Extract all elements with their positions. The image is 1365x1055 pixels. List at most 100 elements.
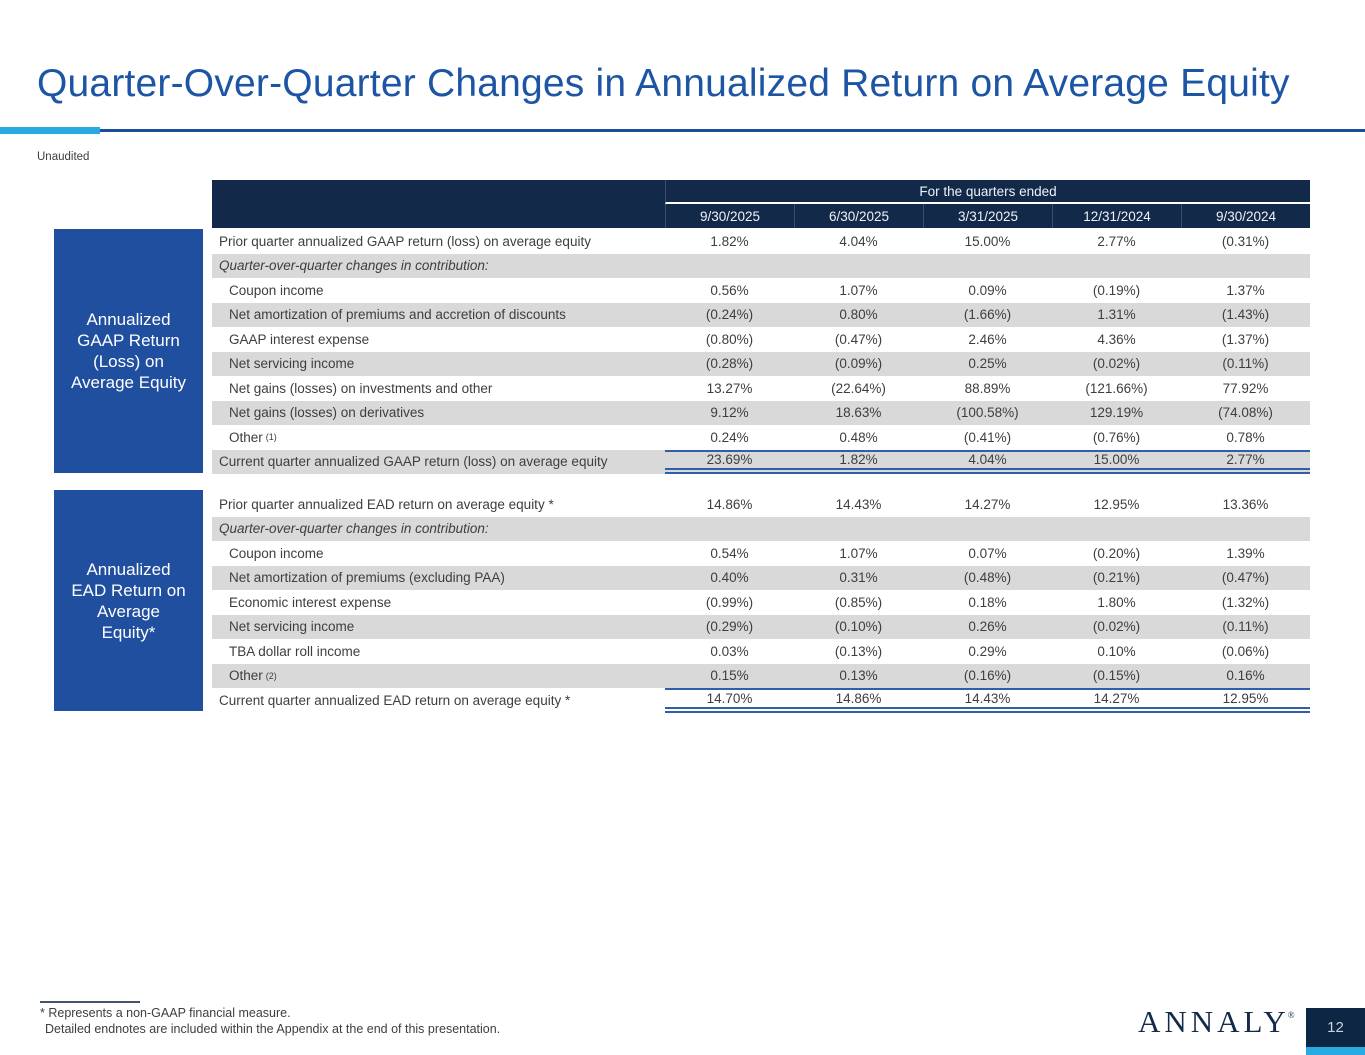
row-value: (0.09%) [834, 356, 883, 372]
row-value: 0.07% [968, 545, 1007, 561]
row-value: 23.69% [665, 449, 794, 474]
row-value: 0.25% [968, 356, 1007, 372]
row-value: 0.78% [1226, 429, 1265, 445]
row-value: (0.10%) [834, 619, 883, 635]
row-value: 14.43% [923, 688, 1052, 713]
sidebox-label-line: Average [96, 601, 160, 621]
table-row: Coupon income 0.54% 1.07% 0.07% (0.20%) 1.39% [212, 541, 1310, 566]
row-label: Prior quarter annualized EAD return on a… [219, 496, 554, 512]
row-value: 0.24% [710, 429, 749, 445]
row-value: 14.27% [964, 496, 1011, 512]
table-row: Economic interest expense (0.99%) (0.85%) 0… [212, 590, 1310, 615]
row-value [794, 517, 923, 542]
row-value: 0.31% [839, 570, 878, 586]
date-column-header: 6/30/2025 [794, 204, 923, 228]
table-row: Net gains (losses) on derivatives 9.12% 18… [212, 400, 1310, 425]
row-value: (0.48%) [963, 570, 1012, 586]
date-column-header: 12/31/2024 [1052, 204, 1181, 228]
row-value [1181, 254, 1310, 279]
header-spacer [212, 180, 665, 204]
row-value: (0.21%) [1092, 570, 1141, 586]
table-row: Net servicing income (0.28%) (0.09%) 0.25% (… [212, 351, 1310, 376]
ead-return-table: Prior quarter annualized EAD return on a… [212, 491, 1310, 713]
row-value: 0.54% [710, 545, 749, 561]
row-value: 2.77% [1097, 233, 1136, 249]
table-header-date-row: 9/30/2025 6/30/2025 3/31/2025 12/31/2024 9/3… [212, 204, 1310, 228]
row-value: 0.10% [1097, 643, 1136, 659]
table-row: TBA dollar roll income 0.03% (0.13%) 0.29% 0… [212, 639, 1310, 664]
row-value: 0.16% [1226, 668, 1265, 684]
row-value: (1.66%) [963, 307, 1012, 323]
row-value: 14.86% [794, 688, 923, 713]
row-value: (0.31%) [1221, 233, 1270, 249]
table-row: Prior quarter annualized GAAP return (lo… [212, 229, 1310, 254]
row-value: 12.95% [1181, 688, 1310, 713]
table-row: Quarter-over-quarter changes in contribu… [212, 253, 1310, 279]
date-column-header: 9/30/2025 [665, 204, 794, 228]
row-value: 0.29% [968, 643, 1007, 659]
row-value: 4.36% [1097, 331, 1136, 347]
table-row: Quarter-over-quarter changes in contribu… [212, 516, 1310, 542]
row-value: (0.80%) [705, 331, 754, 347]
row-value [794, 254, 923, 279]
row-value: (0.16%) [963, 668, 1012, 684]
row-value: 1.37% [1226, 282, 1265, 298]
row-value: 0.09% [968, 282, 1007, 298]
row-value [665, 254, 794, 279]
row-value: 4.04% [923, 449, 1052, 474]
row-value: (1.43%) [1221, 307, 1270, 323]
row-value: 2.46% [968, 331, 1007, 347]
table-header: For the quarters ended 9/30/2025 6/30/202… [212, 180, 1310, 228]
table-row: Prior quarter annualized EAD return on a… [212, 492, 1310, 517]
row-value: 13.27% [706, 380, 753, 396]
row-label: Prior quarter annualized GAAP return (lo… [219, 233, 591, 249]
row-value: 129.19% [1089, 405, 1144, 421]
row-value: (0.11%) [1222, 619, 1269, 635]
sidebox-label-line: Annualized [86, 310, 171, 329]
date-column-header: 3/31/2025 [923, 204, 1052, 228]
row-value: 1.07% [839, 282, 878, 298]
date-column-header: 9/30/2024 [1181, 204, 1310, 228]
row-value: (0.20%) [1092, 545, 1141, 561]
row-value: (0.41%) [963, 429, 1012, 445]
row-value: 1.82% [710, 233, 749, 249]
row-value: (1.37%) [1221, 331, 1270, 347]
row-label: GAAP interest expense [229, 331, 370, 347]
annaly-logo: ANNALY® [1138, 1004, 1295, 1040]
gaap-table-body: Prior quarter annualized GAAP return (lo… [212, 229, 1310, 474]
row-value: (0.02%) [1092, 356, 1141, 372]
quarters-ended-label: For the quarters ended [665, 180, 1310, 204]
table-total-row: Current quarter annualized EAD return on… [212, 688, 1310, 713]
row-value: 0.48% [839, 429, 878, 445]
row-value [1052, 254, 1181, 279]
table-row: Net amortization of premiums and accreti… [212, 302, 1310, 327]
sidebox-label-line: Annualized [86, 559, 171, 579]
row-value: (0.19%) [1092, 282, 1141, 298]
table-row: Net servicing income (0.29%) (0.10%) 0.26% (… [212, 614, 1310, 639]
footnote-rule [40, 1001, 140, 1003]
row-label: Net amortization of premiums (excluding … [229, 570, 505, 586]
row-value: 0.56% [710, 282, 749, 298]
row-value: 2.77% [1181, 449, 1310, 474]
row-value: 15.00% [1052, 449, 1181, 474]
page-accent-strip [1306, 1047, 1365, 1055]
row-value: 77.92% [1222, 380, 1269, 396]
row-label: Economic interest expense [229, 594, 392, 610]
row-value: 15.00% [964, 233, 1011, 249]
row-value: 12.95% [1093, 496, 1140, 512]
row-label: Coupon income [229, 545, 324, 561]
row-value: 14.86% [706, 496, 753, 512]
sidebox-label-line: EAD Return on [71, 580, 186, 600]
row-value: (1.32%) [1221, 594, 1270, 610]
page-number-box: 12 [1306, 1008, 1365, 1047]
sidebox-label-line: Equity* [101, 622, 156, 642]
registered-mark: ® [1287, 1010, 1295, 1020]
row-value: 1.31% [1097, 307, 1136, 323]
row-label: Quarter-over-quarter changes in contribu… [219, 521, 489, 537]
row-value: 1.07% [839, 545, 878, 561]
row-value [665, 517, 794, 542]
row-value: (100.58%) [956, 405, 1019, 421]
header-spacer [212, 204, 665, 228]
row-value: 14.27% [1052, 688, 1181, 713]
